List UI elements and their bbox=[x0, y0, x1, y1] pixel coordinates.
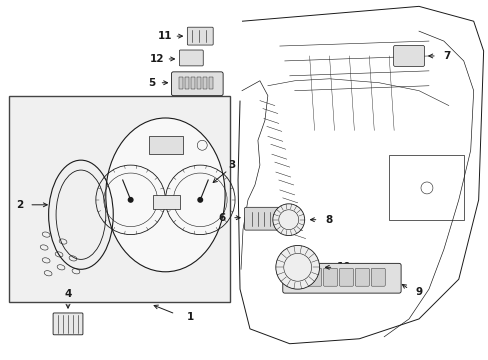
FancyBboxPatch shape bbox=[244, 207, 279, 230]
FancyBboxPatch shape bbox=[307, 268, 321, 286]
Ellipse shape bbox=[105, 118, 224, 272]
Circle shape bbox=[127, 197, 133, 203]
Text: 8: 8 bbox=[324, 215, 331, 225]
Bar bbox=[203, 77, 207, 89]
Text: 2: 2 bbox=[16, 200, 23, 210]
FancyBboxPatch shape bbox=[323, 268, 337, 286]
Text: 6: 6 bbox=[218, 213, 225, 223]
Text: 12: 12 bbox=[150, 54, 164, 64]
FancyBboxPatch shape bbox=[171, 72, 223, 96]
Bar bbox=[148, 136, 183, 154]
Text: 3: 3 bbox=[228, 160, 235, 170]
FancyBboxPatch shape bbox=[370, 268, 385, 286]
FancyBboxPatch shape bbox=[282, 264, 400, 293]
FancyBboxPatch shape bbox=[339, 268, 353, 286]
Bar bbox=[185, 77, 189, 89]
Bar bbox=[152, 195, 180, 209]
Bar bbox=[179, 77, 183, 89]
Text: 4: 4 bbox=[64, 289, 72, 299]
Bar bbox=[197, 77, 201, 89]
FancyBboxPatch shape bbox=[291, 268, 305, 286]
FancyBboxPatch shape bbox=[355, 268, 368, 286]
Text: 7: 7 bbox=[442, 51, 449, 61]
Text: 9: 9 bbox=[415, 287, 422, 297]
Text: 11: 11 bbox=[158, 31, 172, 41]
FancyBboxPatch shape bbox=[187, 27, 213, 45]
Circle shape bbox=[272, 204, 304, 235]
Bar bbox=[209, 77, 213, 89]
Circle shape bbox=[275, 246, 319, 289]
Circle shape bbox=[197, 197, 203, 203]
Text: 10: 10 bbox=[337, 262, 351, 272]
Text: 1: 1 bbox=[186, 312, 194, 322]
Bar bbox=[9, 96, 230, 302]
Text: 5: 5 bbox=[147, 78, 155, 88]
FancyBboxPatch shape bbox=[53, 313, 83, 335]
FancyBboxPatch shape bbox=[393, 46, 424, 66]
FancyBboxPatch shape bbox=[179, 50, 203, 66]
Bar bbox=[191, 77, 195, 89]
Bar bbox=[388, 155, 463, 220]
